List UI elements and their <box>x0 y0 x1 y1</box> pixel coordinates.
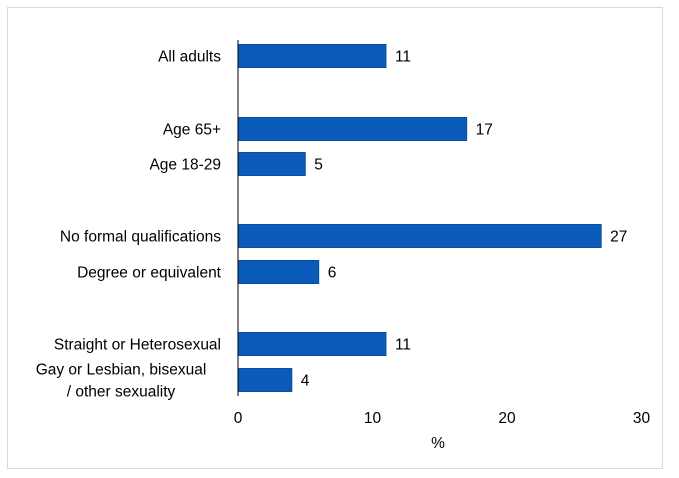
value-label-5: 11 <box>395 337 411 354</box>
category-label-6: Gay or Lesbian, bisexual / other sexualit… <box>36 362 207 401</box>
category-label-4: Degree or equivalent <box>77 265 222 282</box>
value-label-1: 17 <box>476 122 493 139</box>
bar-2 <box>237 152 306 176</box>
value-label-6: 4 <box>301 373 310 390</box>
bar-5 <box>237 332 387 356</box>
x-ticks-group: 0 10 20 30 <box>234 410 651 427</box>
value-label-0: 11 <box>395 49 411 66</box>
category-labels-group: All adults Age 65+ Age 18-29 No formal qual… <box>36 49 222 401</box>
category-label-1: Age 65+ <box>163 122 221 139</box>
bar-0 <box>237 44 387 68</box>
value-label-2: 5 <box>314 157 323 174</box>
value-labels-group: 11 17 5 27 6 11 4 <box>301 49 628 390</box>
category-label-6-line-0: Gay or Lesbian, bisexual <box>36 362 207 379</box>
bars-group <box>237 44 602 392</box>
x-axis-title: % <box>431 435 445 452</box>
bar-1 <box>237 117 468 141</box>
x-tick-label-0: 0 <box>234 410 243 427</box>
value-label-3: 27 <box>610 229 627 246</box>
x-tick-label-2: 20 <box>498 410 516 427</box>
bar-4 <box>237 260 320 284</box>
category-label-5: Straight or Heterosexual <box>54 337 221 354</box>
category-label-0: All adults <box>158 49 221 66</box>
x-tick-label-1: 10 <box>364 410 382 427</box>
x-tick-label-3: 30 <box>633 410 651 427</box>
category-label-3: No formal qualifications <box>60 229 221 246</box>
category-label-2: Age 18-29 <box>149 157 221 174</box>
bar-6 <box>237 368 293 392</box>
bar-3 <box>237 224 602 248</box>
category-label-6-line-1: / other sexuality <box>67 384 176 401</box>
value-label-4: 6 <box>328 265 337 282</box>
